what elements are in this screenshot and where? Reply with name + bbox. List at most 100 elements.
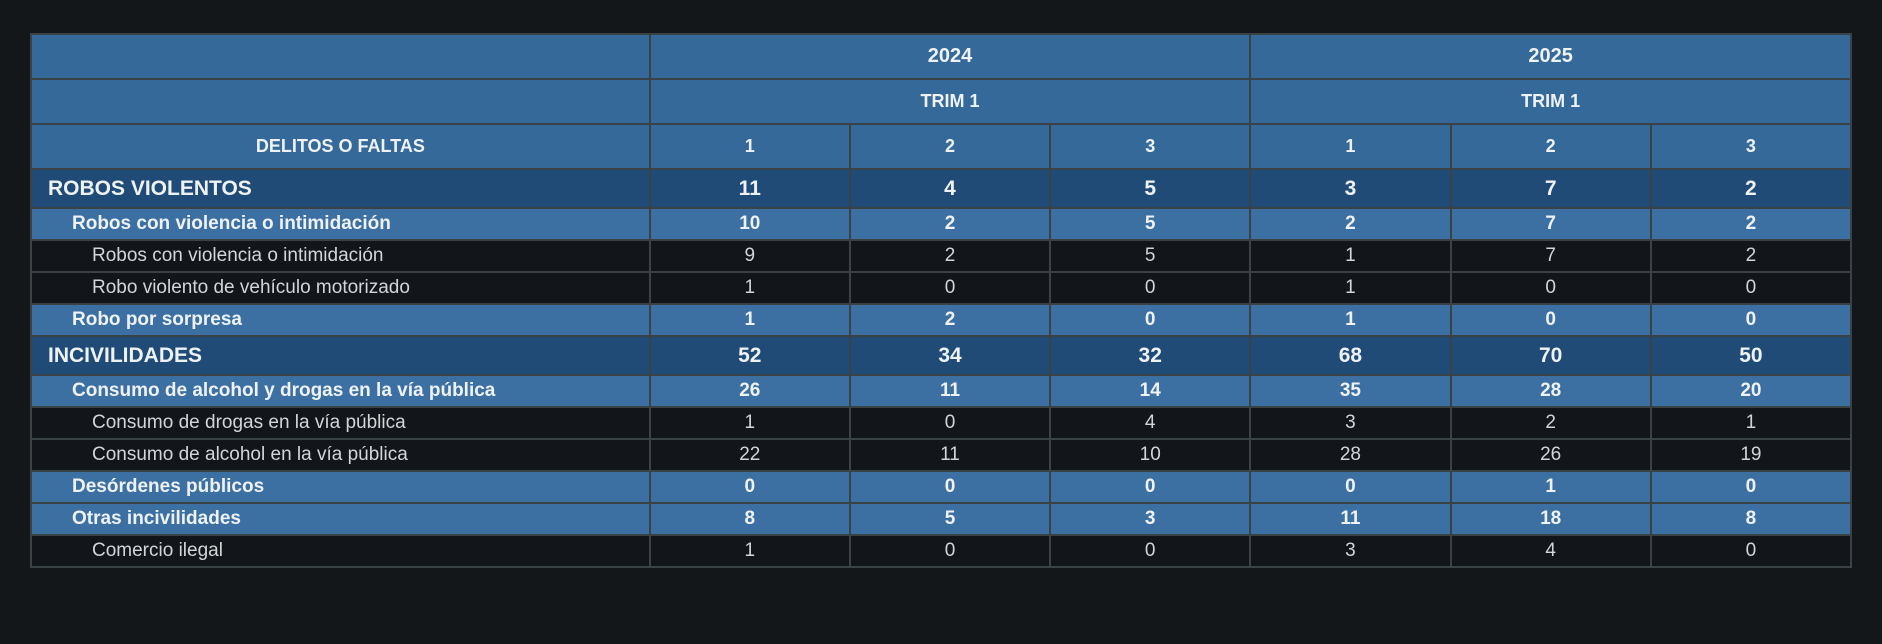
cell-value: 0 — [648, 470, 851, 504]
cell-value: 1 — [1449, 470, 1652, 504]
trim-header-2024: TRIM 1 — [648, 78, 1252, 125]
cell-value: 28 — [1449, 374, 1652, 408]
cell-value: 32 — [1049, 335, 1252, 376]
cell-value: 20 — [1649, 374, 1853, 408]
table-row-consumo-drogas: Consumo de drogas en la vía pública 1 0 … — [30, 406, 1853, 440]
cell-value: 9 — [648, 239, 851, 273]
cell-value: 0 — [1649, 470, 1853, 504]
cell-value: 2 — [1649, 168, 1853, 209]
table-row-consumo-alcohol: Consumo de alcohol en la vía pública 22 … — [30, 438, 1853, 472]
period-col-header: 2 — [1449, 123, 1652, 170]
crime-stats-table: 2024 2025 TRIM 1 TRIM 1 DELITOS O FALTAS… — [30, 33, 1853, 568]
cell-value: 0 — [1049, 271, 1252, 305]
row-label: Robo violento de vehículo motorizado — [30, 271, 651, 305]
cell-value: 2 — [848, 239, 1052, 273]
table-row-robos-violentos: ROBOS VIOLENTOS 11 4 5 3 7 2 — [30, 168, 1853, 209]
cell-value: 0 — [1649, 271, 1853, 305]
row-label: Robos con violencia o intimidación — [30, 239, 651, 273]
period-header-row: DELITOS O FALTAS 1 2 3 1 2 3 — [30, 123, 1853, 170]
cell-value: 10 — [1049, 438, 1252, 472]
cell-value: 4 — [1049, 406, 1252, 440]
cell-value: 52 — [648, 335, 851, 376]
cell-value: 11 — [648, 168, 851, 209]
cell-value: 10 — [648, 207, 851, 241]
row-label: Robo por sorpresa — [30, 303, 651, 337]
corner-empty-cell — [30, 33, 651, 80]
row-label: Consumo de alcohol y drogas en la vía pú… — [30, 374, 651, 408]
cell-value: 8 — [1649, 502, 1853, 536]
row-label: Otras incivilidades — [30, 502, 651, 536]
cell-value: 50 — [1649, 335, 1853, 376]
row-label: INCIVILIDADES — [30, 335, 651, 376]
year-header-2024: 2024 — [648, 33, 1252, 80]
cell-value: 22 — [648, 438, 851, 472]
trim-header-row: TRIM 1 TRIM 1 — [30, 78, 1852, 125]
row-label: Comercio ilegal — [30, 534, 651, 568]
cell-value: 0 — [848, 271, 1052, 305]
table-row-desordenes-publicos: Desórdenes públicos 0 0 0 0 1 0 — [30, 470, 1853, 504]
cell-value: 0 — [1049, 303, 1252, 337]
cell-value: 26 — [648, 374, 851, 408]
period-col-header: 1 — [1249, 123, 1452, 170]
table-row-robos-con-violencia: Robos con violencia o intimidación 9 2 5… — [30, 239, 1853, 273]
cell-value: 11 — [848, 438, 1052, 472]
cell-value: 0 — [1649, 303, 1853, 337]
cell-value: 26 — [1449, 438, 1652, 472]
table-row-consumo-alcohol-drogas-group: Consumo de alcohol y drogas en la vía pú… — [30, 374, 1853, 408]
cell-value: 1 — [1249, 239, 1452, 273]
year-header-row: 2024 2025 — [30, 33, 1852, 80]
cell-value: 7 — [1449, 168, 1652, 209]
table-row-robos-con-violencia-group: Robos con violencia o intimidación 10 2 … — [30, 207, 1853, 241]
table-title-delitos-o-faltas: DELITOS O FALTAS — [30, 123, 651, 170]
period-col-header: 3 — [1049, 123, 1252, 170]
cell-value: 2 — [1249, 207, 1452, 241]
cell-value: 5 — [1049, 168, 1252, 209]
cell-value: 3 — [1249, 406, 1452, 440]
row-label: ROBOS VIOLENTOS — [30, 168, 651, 209]
cell-value: 1 — [648, 534, 851, 568]
cell-value: 1 — [1649, 406, 1853, 440]
cell-value: 0 — [1449, 303, 1652, 337]
table-row-incivilidades: INCIVILIDADES 52 34 32 68 70 50 — [30, 335, 1853, 376]
cell-value: 0 — [1649, 534, 1853, 568]
cell-value: 0 — [1249, 470, 1452, 504]
cell-value: 70 — [1449, 335, 1652, 376]
cell-value: 2 — [1649, 239, 1853, 273]
cell-value: 0 — [1449, 271, 1652, 305]
cell-value: 3 — [1249, 534, 1452, 568]
cell-value: 2 — [1449, 406, 1652, 440]
trim-header-2025: TRIM 1 — [1249, 78, 1852, 125]
cell-value: 7 — [1449, 239, 1652, 273]
table-row-comercio-ilegal: Comercio ilegal 1 0 0 3 4 0 — [30, 534, 1853, 568]
row-label: Robos con violencia o intimidación — [30, 207, 651, 241]
cell-value: 4 — [1449, 534, 1652, 568]
year-header-2025: 2025 — [1249, 33, 1852, 80]
cell-value: 1 — [1249, 271, 1452, 305]
cell-value: 68 — [1249, 335, 1452, 376]
cell-value: 0 — [848, 470, 1052, 504]
cell-value: 8 — [648, 502, 851, 536]
cell-value: 0 — [848, 406, 1052, 440]
period-col-header: 1 — [648, 123, 851, 170]
row-label: Consumo de alcohol en la vía pública — [30, 438, 651, 472]
cell-value: 4 — [848, 168, 1052, 209]
cell-value: 0 — [848, 534, 1052, 568]
cell-value: 19 — [1649, 438, 1853, 472]
cell-value: 1 — [648, 271, 851, 305]
period-col-header: 3 — [1649, 123, 1853, 170]
cell-value: 0 — [1049, 534, 1252, 568]
table-row-otras-incivilidades: Otras incivilidades 8 5 3 11 18 8 — [30, 502, 1853, 536]
cell-value: 18 — [1449, 502, 1652, 536]
cell-value: 5 — [1049, 239, 1252, 273]
cell-value: 1 — [1249, 303, 1452, 337]
cell-value: 7 — [1449, 207, 1652, 241]
cell-value: 1 — [648, 406, 851, 440]
cell-value: 1 — [648, 303, 851, 337]
cell-value: 11 — [1249, 502, 1452, 536]
table-row-robo-por-sorpresa: Robo por sorpresa 1 2 0 1 0 0 — [30, 303, 1853, 337]
cell-value: 2 — [848, 303, 1052, 337]
cell-value: 11 — [848, 374, 1052, 408]
cell-value: 5 — [1049, 207, 1252, 241]
cell-value: 5 — [848, 502, 1052, 536]
